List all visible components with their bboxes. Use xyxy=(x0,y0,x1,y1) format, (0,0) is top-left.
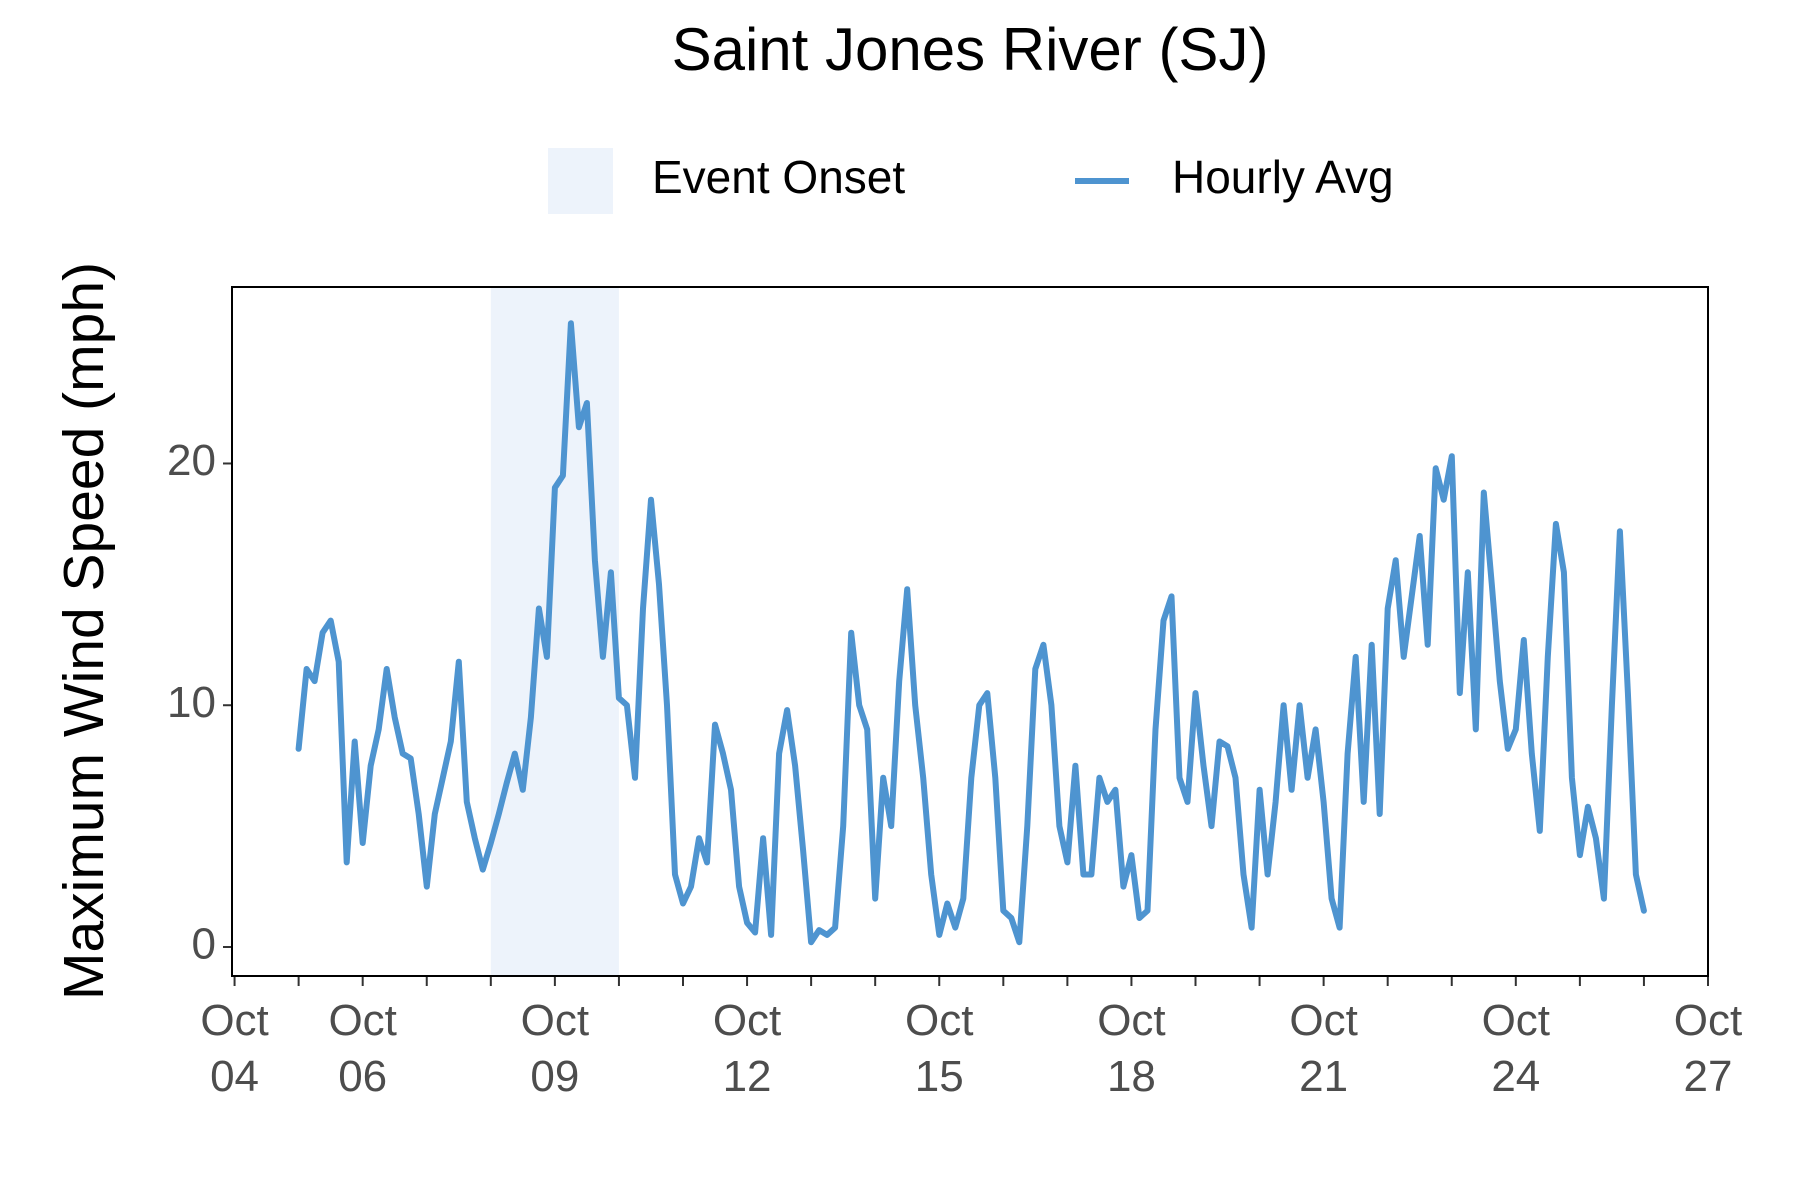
y-tick-label: 20 xyxy=(167,436,216,485)
data-line xyxy=(295,320,1647,946)
legend-label: Event Onset xyxy=(652,151,905,203)
shaded-region xyxy=(490,287,619,976)
x-tick-label: Oct 09 xyxy=(520,996,590,1101)
legend-label: Hourly Avg xyxy=(1172,151,1394,203)
x-tick-label: Oct 21 xyxy=(1289,996,1358,1101)
legend-swatch xyxy=(548,148,613,214)
x-tick-label: Oct 04 xyxy=(200,996,269,1101)
x-tick-label: Oct 18 xyxy=(1097,996,1166,1101)
y-tick-label: 0 xyxy=(192,920,216,969)
chart-title: Saint Jones River (SJ) xyxy=(672,16,1269,83)
plot-frame xyxy=(231,286,1709,977)
x-tick-label: Oct 27 xyxy=(1673,996,1743,1101)
x-tick-label: Oct 15 xyxy=(905,996,974,1101)
x-tick-label: Oct 24 xyxy=(1481,996,1551,1101)
y-tick-label: 10 xyxy=(167,678,216,727)
x-tick-label: Oct 12 xyxy=(712,996,782,1101)
x-tick-label: Oct 06 xyxy=(328,996,397,1101)
y-axis-label: Maximum Wind Speed (mph) xyxy=(52,262,116,1000)
